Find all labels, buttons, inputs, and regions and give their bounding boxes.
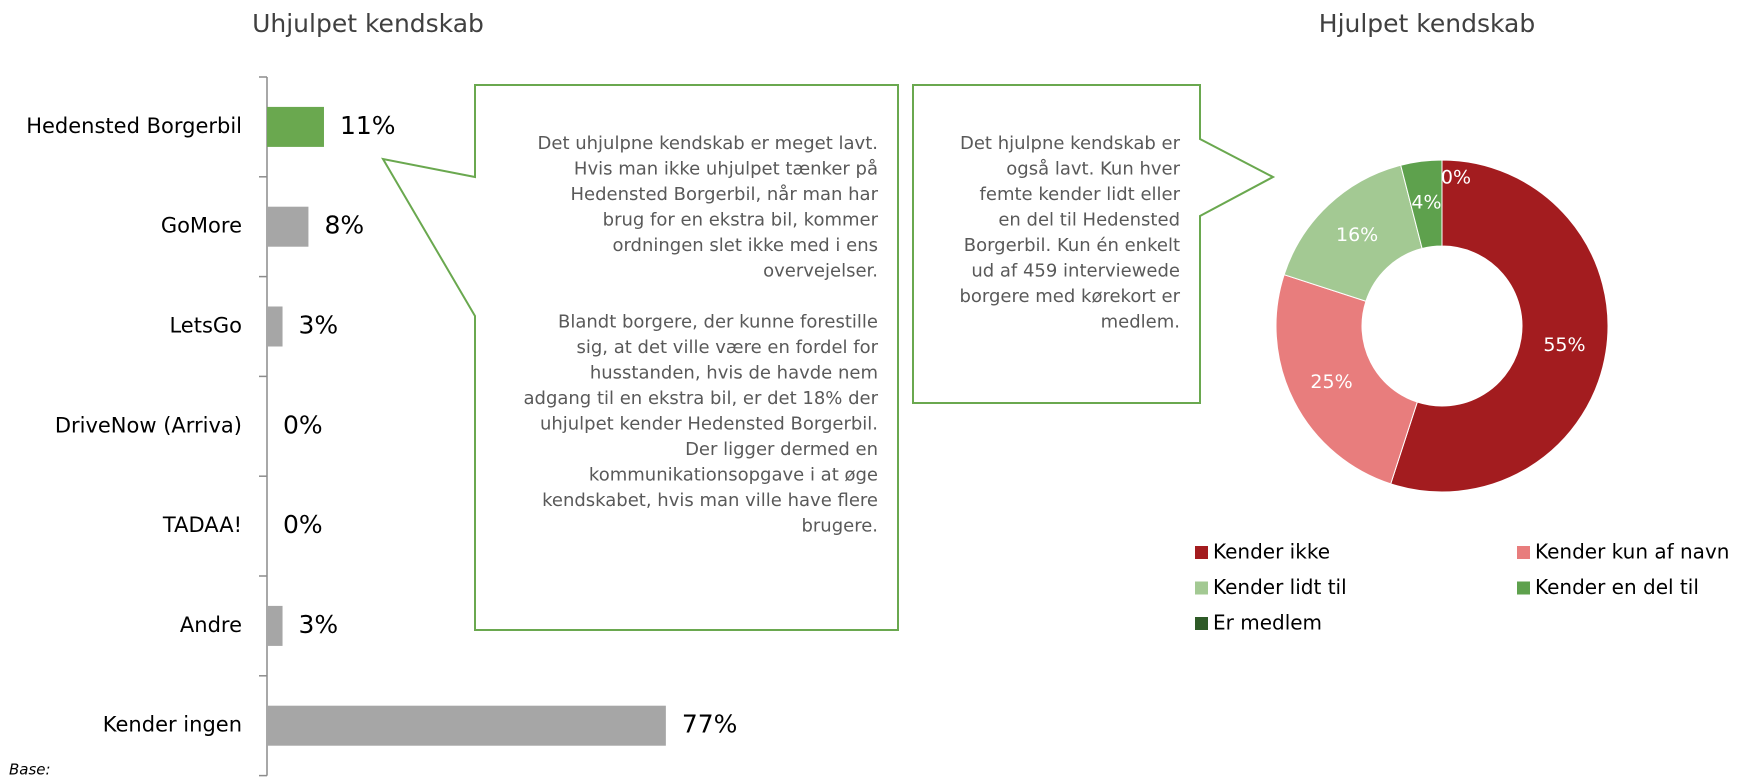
- callout-text: husstanden, hvis de havde nem: [590, 363, 878, 384]
- category-label: TADAA!: [162, 513, 242, 537]
- callout-text: brugere.: [801, 516, 878, 537]
- bar: [267, 206, 309, 247]
- legend-swatch: [1195, 617, 1208, 630]
- callout-text: borgere med kørekort er: [959, 286, 1180, 307]
- category-label: Kender ingen: [103, 713, 242, 737]
- value-label: 8%: [324, 211, 364, 240]
- donut-title: Hjulpet kendskab: [1319, 9, 1535, 38]
- callout-text: Det uhjulpne kendskab er meget lavt.: [538, 133, 878, 154]
- category-label: GoMore: [161, 214, 242, 238]
- callout-text: Borgerbil. Kun én enkelt: [964, 235, 1180, 256]
- value-label: 0%: [283, 510, 323, 539]
- callout-text: sig, at det ville være en fordel for: [576, 337, 878, 358]
- legend-swatch: [1195, 581, 1208, 595]
- footnote: Base:: [9, 761, 51, 778]
- category-label: Andre: [180, 613, 242, 637]
- callout-text: medlem.: [1101, 312, 1180, 333]
- legend-label: Kender kun af navn: [1535, 540, 1729, 564]
- bar: [267, 605, 283, 646]
- donut-slice: [1283, 164, 1423, 302]
- legend-swatch: [1195, 546, 1208, 559]
- legend-label: Kender en del til: [1535, 575, 1699, 599]
- value-label: 3%: [299, 311, 339, 340]
- callout-box: [381, 84, 899, 631]
- data-label: 4%: [1411, 191, 1441, 213]
- data-label: 55%: [1543, 334, 1585, 356]
- callout-text: Hedensted Borgerbil, når man har: [571, 184, 879, 205]
- data-label: 25%: [1310, 371, 1352, 393]
- callout-text: kommunikationsopgave i at øge: [589, 465, 878, 486]
- legend-label: Kender ikke: [1213, 540, 1330, 564]
- category-label: LetsGo: [169, 314, 242, 338]
- bar: [267, 705, 666, 746]
- callout-text: Hvis man ikke uhjulpet tænker på: [574, 159, 878, 180]
- data-label: 16%: [1336, 224, 1378, 246]
- callout-text: femte kender lidt eller: [980, 184, 1181, 205]
- value-label: 3%: [299, 610, 339, 639]
- donut-slice: [1275, 274, 1418, 485]
- value-label: 0%: [283, 410, 323, 439]
- callout-text: kendskabet, hvis man ville have flere: [542, 490, 878, 511]
- callout-box: [912, 84, 1276, 404]
- legend-label: Kender lidt til: [1213, 575, 1347, 599]
- donut-slice: [1390, 159, 1609, 493]
- legend-label: Er medlem: [1213, 611, 1322, 635]
- value-label: 11%: [340, 111, 396, 140]
- callout-text: overvejelser.: [763, 261, 878, 282]
- value-label: 77%: [682, 710, 738, 739]
- legend-swatch: [1517, 546, 1530, 559]
- callout-text: brug for en ekstra bil, kommer: [603, 210, 879, 231]
- callout-text: ordningen slet ikke med i ens: [612, 235, 878, 256]
- bar: [267, 306, 283, 347]
- callout-text: Blandt borgere, der kunne forestille: [558, 312, 878, 333]
- callout-text: også lavt. Kun hver: [1006, 159, 1180, 180]
- data-label: 0%: [1441, 167, 1471, 189]
- bar-title: Uhjulpet kendskab: [252, 9, 484, 38]
- callout-text: ud af 459 interviewede: [971, 261, 1180, 282]
- callout-text: Det hjulpne kendskab er: [960, 133, 1181, 154]
- category-label: Hedensted Borgerbil: [26, 114, 242, 138]
- bar: [267, 106, 324, 147]
- category-label: DriveNow (Arriva): [55, 413, 242, 437]
- callout-text: adgang til en ekstra bil, er det 18% der: [523, 388, 878, 409]
- callout-text: en del til Hedensted: [998, 210, 1180, 231]
- callout-text: uhjulpet kender Hedensted Borgerbil.: [540, 414, 878, 435]
- legend-swatch: [1517, 581, 1530, 595]
- callout-text: Der ligger dermed en: [685, 439, 878, 460]
